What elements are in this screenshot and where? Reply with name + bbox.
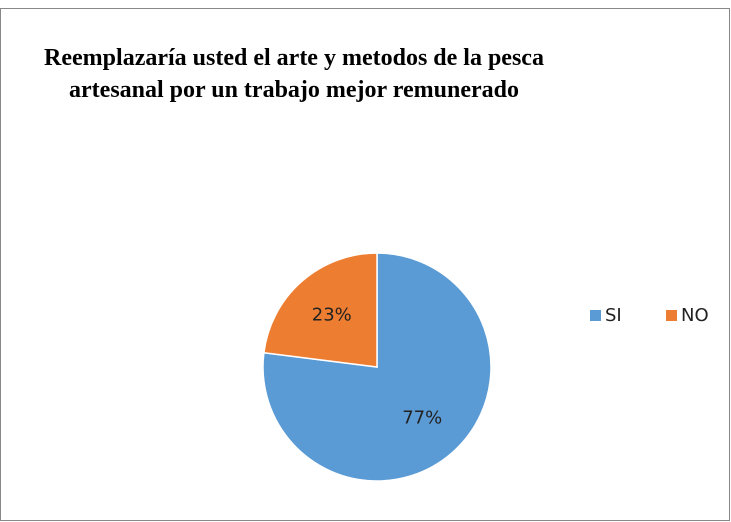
data-label: 77% xyxy=(402,407,442,428)
legend-label: SI xyxy=(605,305,622,326)
legend-label: NO xyxy=(681,305,709,326)
data-label: 23% xyxy=(312,305,352,326)
legend-swatch xyxy=(666,310,677,321)
chart-frame xyxy=(0,8,730,521)
chart-title: Reemplazaría usted el arte y metodos de … xyxy=(44,45,544,103)
legend-swatch xyxy=(590,310,601,321)
pie-slice xyxy=(263,252,378,368)
